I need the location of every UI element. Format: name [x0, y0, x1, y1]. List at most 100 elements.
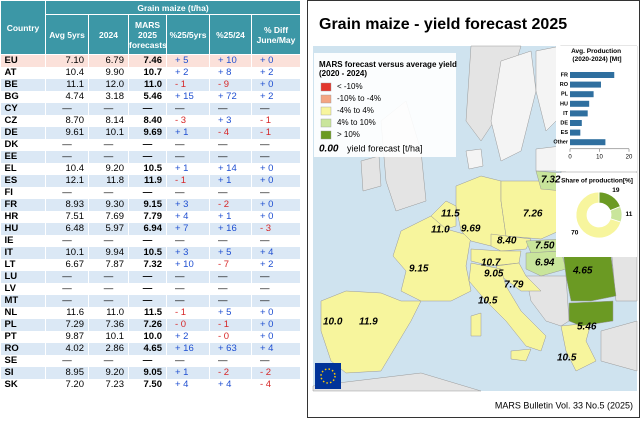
table-cell: + 1	[166, 367, 210, 379]
y-tick-label: RO	[560, 82, 569, 88]
table-cell: CZ	[0, 115, 46, 127]
table-row: AT 10.4 9.90 10.7 + 2 + 8 + 2	[0, 67, 302, 79]
table-cell: —	[45, 103, 89, 115]
table-cell: —	[88, 271, 129, 283]
table-cell: —	[166, 235, 210, 247]
table-cell: —	[88, 235, 129, 247]
table-cell: - 3	[251, 223, 302, 235]
table-cell: 7.32	[128, 259, 167, 271]
region	[490, 233, 532, 252]
region	[468, 262, 547, 352]
footer: MARS Bulletin Vol. 33 No.5 (2025)	[495, 400, 633, 410]
table-cell: IT	[0, 247, 46, 259]
table-cell: AT	[0, 67, 46, 79]
table-cell: —	[128, 355, 167, 367]
y-tick-label: DE	[560, 120, 568, 126]
table-cell: 7.36	[88, 319, 129, 331]
table-cell: 6.94	[128, 223, 167, 235]
legend-label: > 10%	[337, 130, 360, 139]
table-cell: + 4	[209, 379, 252, 391]
table-cell: + 0	[251, 211, 302, 223]
table-cell: 11.6	[45, 307, 89, 319]
table-cell: —	[209, 235, 252, 247]
table-cell: —	[209, 283, 252, 295]
table-cell: 10.7	[128, 67, 167, 79]
table-cell: 7.87	[88, 259, 129, 271]
x-tick-label: 10	[596, 154, 603, 160]
table-cell: 11.0	[88, 307, 129, 319]
table-cell: —	[88, 103, 129, 115]
chart-title: Share of production[%]	[561, 178, 633, 185]
table-cell: LU	[0, 271, 46, 283]
legend-label: -4% to 4%	[337, 106, 374, 115]
table-cell: + 0	[251, 54, 302, 67]
table-cell: —	[88, 295, 129, 307]
table-cell: - 2	[209, 367, 252, 379]
table-row: IE — — — — — —	[0, 235, 302, 247]
table-cell: + 4	[166, 379, 210, 391]
bar-inset	[556, 46, 637, 171]
table-cell: NL	[0, 307, 46, 319]
table-row: ES 12.1 11.8 11.9- 1 + 1 + 0	[0, 175, 302, 187]
table-cell: - 0	[209, 331, 252, 343]
table-cell: 11.5	[128, 307, 167, 319]
table-cell: + 15	[166, 91, 210, 103]
legend-label: 4% to 10%	[337, 118, 376, 127]
pie-label: 19	[612, 187, 620, 194]
table-cell: EE	[0, 151, 46, 163]
table-cell: RO	[0, 343, 46, 355]
legend-swatch	[320, 94, 332, 104]
table-row: LU — — — — — —	[0, 271, 302, 283]
map-label: 7.26	[523, 209, 543, 220]
table-cell: —	[251, 355, 302, 367]
table-cell: LT	[0, 259, 46, 271]
table-cell: —	[251, 139, 302, 151]
table-cell: —	[166, 295, 210, 307]
table-cell: —	[209, 355, 252, 367]
table-row: MT — — — — — —	[0, 295, 302, 307]
y-tick-label: Other	[553, 140, 569, 146]
table-cell: 6.67	[45, 259, 89, 271]
legend-label: -10% to -4%	[337, 94, 381, 103]
table-cell: 11.1	[45, 79, 89, 91]
table-cell: + 5	[209, 307, 252, 319]
map-label: 10.0	[323, 317, 343, 328]
region	[568, 300, 614, 327]
table-cell: —	[251, 271, 302, 283]
eu-flag	[315, 363, 341, 389]
table-cell: 12.0	[88, 79, 129, 91]
table-cell: —	[45, 139, 89, 151]
table-cell: —	[128, 103, 167, 115]
map-label: 7.32	[541, 175, 561, 186]
table-cell: —	[251, 151, 302, 163]
column-header: Avg 5yrs	[45, 14, 89, 55]
table-cell: 9.30	[88, 199, 129, 211]
table-cell: + 0	[251, 307, 302, 319]
column-header: %25/24	[209, 14, 252, 55]
table-cell: 6.48	[45, 223, 89, 235]
table-cell: —	[166, 103, 210, 115]
table-cell: —	[209, 151, 252, 163]
table-cell: - 2	[209, 199, 252, 211]
y-tick-label: HU	[560, 101, 568, 107]
table-cell: 4.02	[45, 343, 89, 355]
region	[430, 200, 457, 230]
table-cell: —	[88, 355, 129, 367]
map-label: 6.94	[535, 258, 555, 269]
table-cell: 8.40	[128, 115, 167, 127]
table-cell: 8.70	[45, 115, 89, 127]
table-cell: + 72	[209, 91, 252, 103]
table-cell: —	[128, 235, 167, 247]
table-title: Grain maize (t/ha)	[44, 0, 302, 15]
table-cell: + 3	[209, 115, 252, 127]
bar	[570, 129, 581, 136]
map-figure: Grain maize - yield forecast 2025	[312, 16, 638, 410]
bar	[570, 81, 601, 88]
table-cell: —	[128, 151, 167, 163]
table-cell: 9.69	[128, 127, 167, 139]
table-cell: 10.4	[45, 67, 89, 79]
table-cell: 8.93	[45, 199, 89, 211]
bar	[570, 110, 588, 117]
table-cell: 7.26	[128, 319, 167, 331]
